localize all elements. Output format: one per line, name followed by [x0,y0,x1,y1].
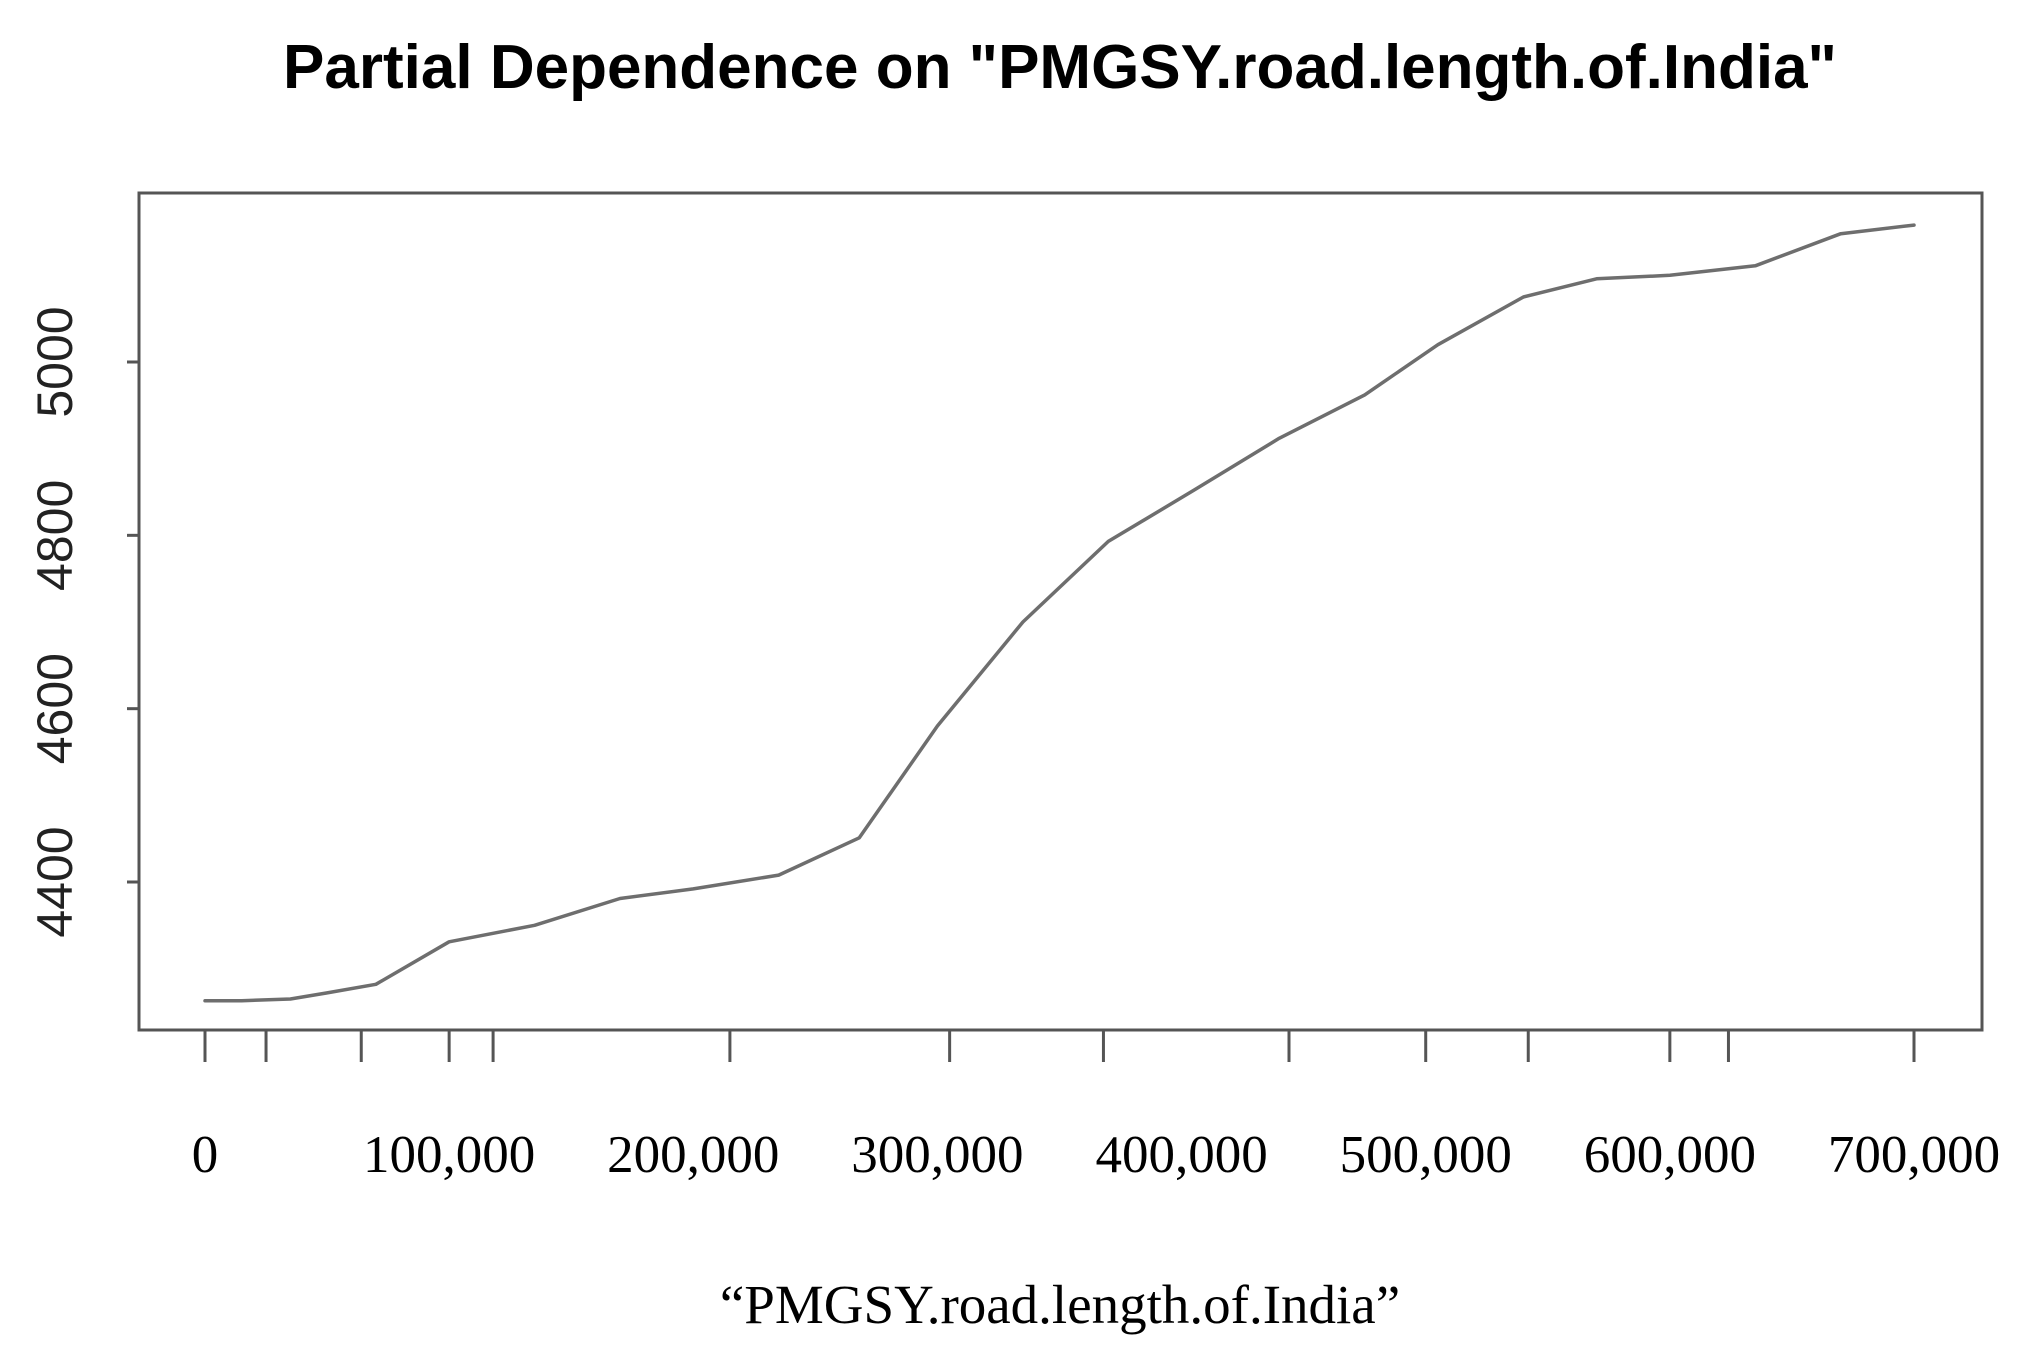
y-tick-label: 5000 [27,306,83,417]
x-tick-label: 400,000 [1095,1126,1267,1184]
y-axis: 4400 4600 4800 5000 [27,306,139,938]
plot-frame [137,191,1984,1032]
x-axis: 0 100,000 200,000 300,000 400,000 500,000 600,… [192,1126,2000,1184]
chart-title: Partial Dependence on "PMGSY.road.length… [283,33,1837,102]
series-line [203,223,1916,1003]
x-axis-label: “PMGSY.road.length.of.India” [720,1274,1400,1335]
y-tick-label: 4400 [27,826,83,937]
y-tick-label: 4600 [27,653,83,764]
x-tick-label: 500,000 [1340,1126,1512,1184]
x-tick-label: 700,000 [1828,1126,2000,1184]
x-tick-label: 600,000 [1584,1126,1756,1184]
x-tick-label: 0 [192,1126,219,1184]
x-tick-label: 300,000 [851,1126,1023,1184]
rug-marks [203,1030,1916,1062]
x-tick-label: 200,000 [607,1126,779,1184]
series-group [203,223,1916,1003]
y-tick-label: 4800 [27,480,83,591]
x-tick-label: 100,000 [363,1126,535,1184]
